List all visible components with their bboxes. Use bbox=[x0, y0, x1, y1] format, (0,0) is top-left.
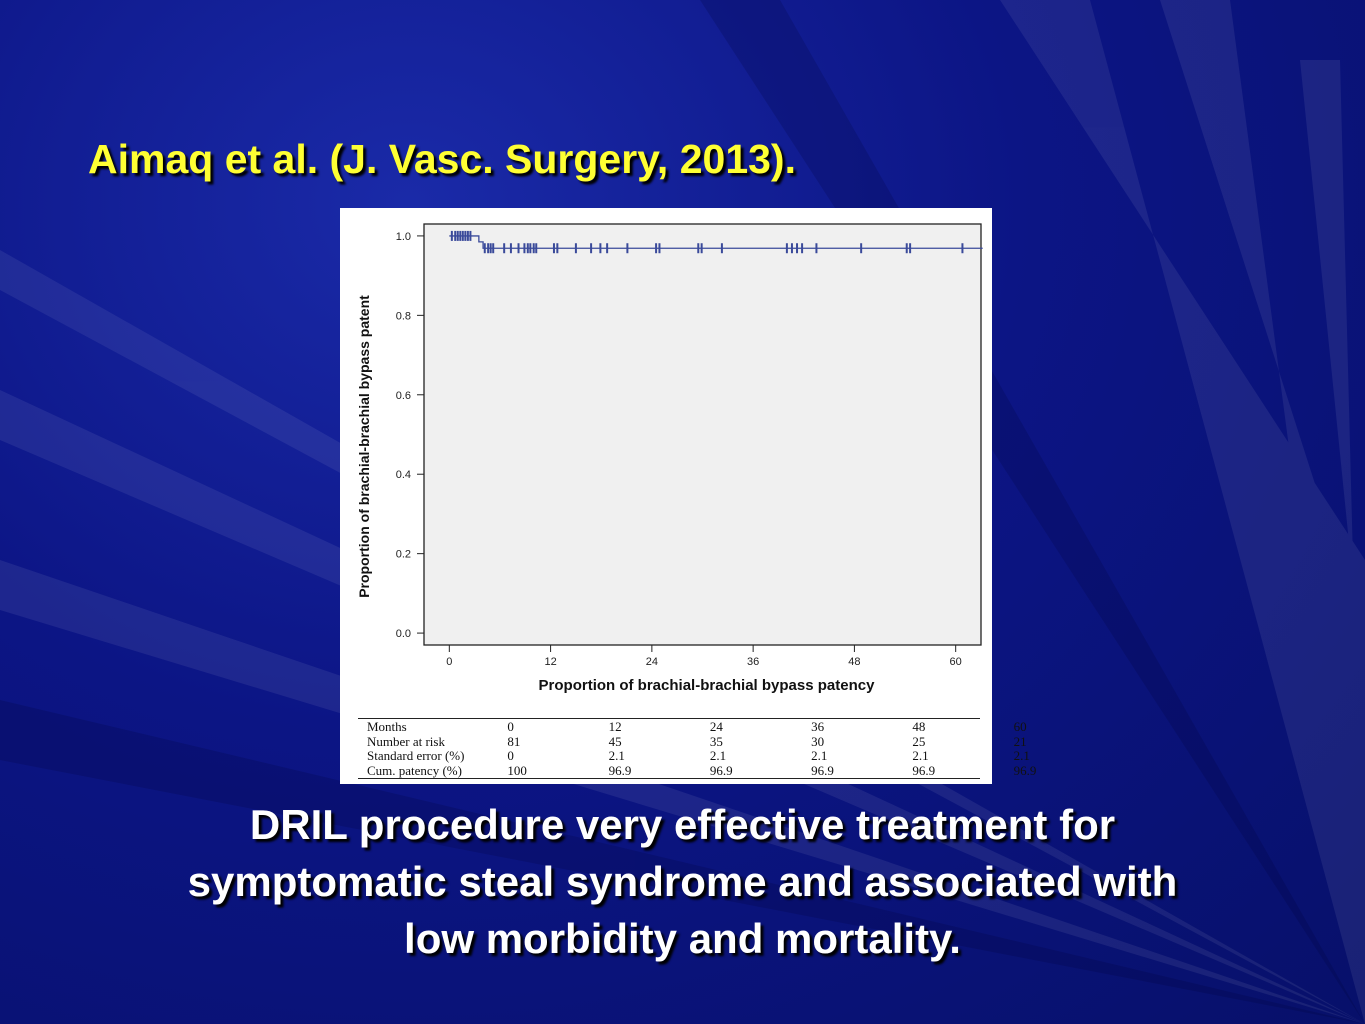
x-tick-label: 48 bbox=[848, 656, 860, 668]
caption-line: DRIL procedure very effective treatment … bbox=[249, 801, 1116, 848]
plot-panel bbox=[423, 223, 982, 646]
risk-table-cell: 12 bbox=[608, 719, 622, 734]
x-tick-label: 24 bbox=[646, 656, 658, 668]
y-axis-label: Proportion of brachial-brachial bypass p… bbox=[356, 295, 372, 598]
risk-table-cell: 100 bbox=[507, 762, 527, 778]
caption-line: symptomatic steal syndrome and associate… bbox=[187, 858, 1178, 905]
slide-title: Aimaq et al. (J. Vasc. Surgery, 2013). bbox=[88, 136, 796, 182]
y-tick-label: 1.0 bbox=[396, 231, 411, 243]
risk-table-cell: 2.1 bbox=[1013, 748, 1030, 763]
risk-table-rows: Months 0 12 24 36 48 60 Number at risk 81 45 35 30 2… bbox=[358, 719, 1036, 779]
kaplan-meier-figure: 0.0 0.2 0.4 0.6 0.8 1.0 0 12 24 36 48 60 Proportion … bbox=[340, 208, 1036, 784]
risk-table-cell: 96.9 bbox=[608, 762, 632, 778]
y-tick-label: 0.8 bbox=[396, 310, 411, 322]
table-rule-top bbox=[358, 718, 980, 719]
risk-table-cell: 36 bbox=[811, 719, 825, 734]
risk-table: Months 0 12 24 36 48 60 Number at risk 81 45 35 30 2… bbox=[358, 718, 1036, 779]
risk-table-cell: 21 bbox=[1013, 733, 1027, 749]
risk-table-cell: 2.1 bbox=[608, 748, 625, 763]
risk-row-label: Standard error (%) bbox=[367, 748, 465, 763]
risk-table-cell: 96.9 bbox=[811, 762, 834, 778]
y-tick-label: 0.0 bbox=[396, 628, 411, 640]
risk-row-label: Months bbox=[367, 719, 407, 734]
y-tick-label: 0.4 bbox=[396, 469, 411, 481]
risk-table-cell: 45 bbox=[608, 733, 622, 749]
x-axis-label: Proportion of brachial-brachial bypass p… bbox=[539, 677, 876, 694]
risk-table-cell: 81 bbox=[507, 733, 521, 749]
risk-table-cell: 24 bbox=[709, 719, 723, 734]
risk-row-label: Number at risk bbox=[367, 733, 445, 749]
risk-table-cell: 2.1 bbox=[811, 748, 828, 763]
caption-line: low morbidity and mortality. bbox=[404, 915, 961, 962]
risk-table-cell: 2.1 bbox=[709, 748, 727, 763]
risk-table-row: Months 0 12 24 36 48 60 bbox=[358, 719, 1027, 735]
risk-table-cell: 96.9 bbox=[1013, 762, 1037, 778]
risk-table-cell: 60 bbox=[1013, 719, 1027, 734]
risk-table-cell: 25 bbox=[912, 733, 926, 749]
risk-table-cell: 0 bbox=[507, 748, 514, 763]
x-tick-label: 12 bbox=[544, 656, 556, 668]
survival-curve bbox=[449, 235, 983, 249]
y-tick-label: 0.6 bbox=[396, 390, 411, 402]
x-tick-label: 60 bbox=[950, 656, 962, 668]
slide-caption: DRIL procedure very effective treatment … bbox=[0, 796, 1365, 967]
risk-table-row: Cum. patency (%) 100 96.9 96.9 96.9 96.9 96.9 bbox=[358, 762, 1036, 779]
table-rule-bottom bbox=[358, 778, 980, 779]
risk-table-row: Standard error (%) 0 2.1 2.1 2.1 2.1 2.1 bbox=[358, 748, 1030, 764]
risk-table-cell: 0 bbox=[507, 719, 514, 734]
x-tick-label: 0 bbox=[446, 656, 452, 668]
x-tick-label: 36 bbox=[747, 656, 759, 668]
risk-table-cell: 2.1 bbox=[912, 748, 929, 763]
y-tick-label: 0.2 bbox=[396, 549, 411, 561]
risk-table-cell: 96.9 bbox=[912, 762, 936, 778]
risk-table-row: Number at risk 81 45 35 30 25 21 bbox=[358, 733, 1027, 750]
risk-table-cell: 35 bbox=[709, 733, 723, 749]
risk-table-cell: 30 bbox=[811, 733, 825, 749]
risk-row-label: Cum. patency (%) bbox=[367, 762, 462, 778]
risk-table-cell: 48 bbox=[912, 719, 926, 734]
risk-table-cell: 96.9 bbox=[709, 762, 733, 778]
kaplan-meier-chart: 0.0 0.2 0.4 0.6 0.8 1.0 0 12 24 36 48 60 Proportion … bbox=[356, 223, 983, 694]
